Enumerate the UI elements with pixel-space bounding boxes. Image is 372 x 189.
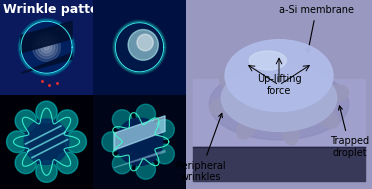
- Polygon shape: [24, 119, 69, 164]
- Circle shape: [36, 101, 57, 123]
- Circle shape: [112, 110, 132, 129]
- Polygon shape: [21, 53, 72, 73]
- Text: Wrinkle patterns of a-Si: Wrinkle patterns of a-Si: [3, 3, 170, 16]
- Circle shape: [15, 152, 36, 174]
- Polygon shape: [193, 79, 365, 147]
- Ellipse shape: [219, 72, 243, 92]
- Circle shape: [6, 131, 28, 153]
- Circle shape: [15, 110, 36, 132]
- Circle shape: [102, 132, 121, 152]
- Circle shape: [136, 160, 155, 179]
- Text: a-Si membrane: a-Si membrane: [279, 5, 354, 53]
- Ellipse shape: [209, 98, 235, 115]
- Circle shape: [155, 119, 174, 139]
- Text: Up-lifting
force: Up-lifting force: [257, 74, 301, 96]
- Polygon shape: [44, 44, 49, 50]
- Circle shape: [36, 161, 57, 182]
- Circle shape: [57, 110, 78, 132]
- Polygon shape: [19, 19, 74, 75]
- Circle shape: [112, 154, 132, 174]
- Ellipse shape: [237, 115, 257, 139]
- Text: Peripheral
wrinkles: Peripheral wrinkles: [176, 113, 226, 182]
- Polygon shape: [115, 23, 164, 72]
- Polygon shape: [114, 116, 165, 150]
- Polygon shape: [116, 118, 163, 165]
- Ellipse shape: [225, 40, 333, 112]
- Polygon shape: [41, 42, 52, 53]
- Ellipse shape: [323, 85, 349, 103]
- Circle shape: [136, 104, 155, 124]
- Polygon shape: [18, 19, 75, 76]
- Polygon shape: [35, 36, 58, 59]
- Ellipse shape: [249, 51, 286, 70]
- Ellipse shape: [137, 34, 153, 51]
- Circle shape: [155, 144, 174, 164]
- Polygon shape: [33, 33, 61, 61]
- Ellipse shape: [221, 65, 337, 131]
- Polygon shape: [21, 21, 72, 53]
- Text: Trapped
droplet: Trapped droplet: [330, 106, 369, 158]
- Circle shape: [65, 131, 87, 153]
- Ellipse shape: [301, 61, 321, 85]
- Ellipse shape: [209, 68, 349, 140]
- Polygon shape: [21, 21, 72, 73]
- Ellipse shape: [259, 56, 276, 82]
- Polygon shape: [115, 23, 164, 72]
- Ellipse shape: [315, 108, 339, 128]
- Polygon shape: [20, 20, 73, 74]
- Ellipse shape: [282, 119, 299, 145]
- Circle shape: [57, 152, 78, 174]
- Ellipse shape: [128, 29, 158, 60]
- Polygon shape: [38, 39, 55, 56]
- Polygon shape: [114, 150, 165, 168]
- Polygon shape: [114, 22, 165, 73]
- Polygon shape: [113, 21, 166, 74]
- Polygon shape: [21, 21, 72, 73]
- Polygon shape: [193, 147, 365, 181]
